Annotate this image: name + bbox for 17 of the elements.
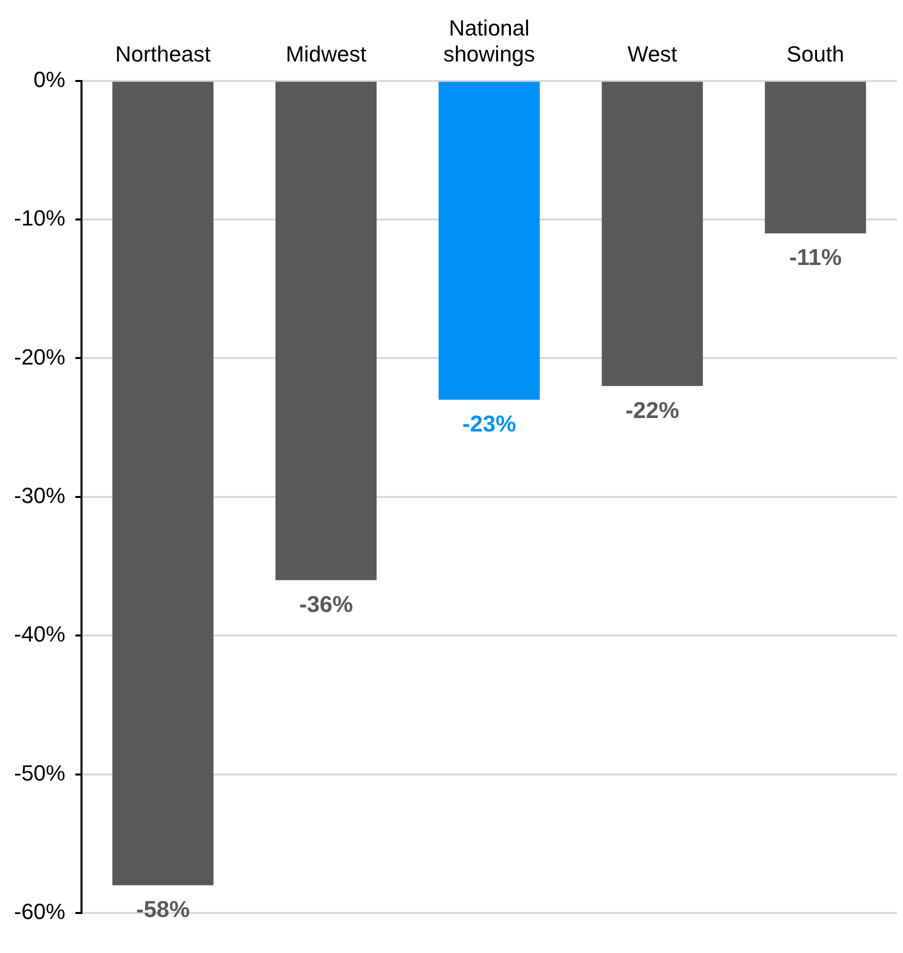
data-label: -58% bbox=[136, 896, 190, 922]
data-label: -22% bbox=[625, 396, 680, 423]
y-tick-label: -40% bbox=[14, 622, 66, 647]
x-tick-label: Midwest bbox=[286, 42, 366, 67]
y-tick-label: -60% bbox=[14, 899, 66, 924]
x-tick-label: West bbox=[627, 42, 678, 67]
data-label: -11% bbox=[789, 244, 842, 270]
x-tick-label: South bbox=[786, 42, 844, 67]
y-tick-label: -20% bbox=[14, 344, 66, 370]
data-label: -23% bbox=[462, 410, 516, 437]
y-tick-label: 0% bbox=[34, 66, 66, 92]
x-tick-label: National showings bbox=[443, 15, 536, 67]
y-tick-label: -50% bbox=[14, 760, 66, 786]
data-label: -36% bbox=[299, 590, 353, 617]
y-tick-label: -10% bbox=[14, 206, 66, 231]
x-tick-label: Northeast bbox=[115, 42, 211, 67]
y-tick-label: -30% bbox=[14, 482, 66, 508]
